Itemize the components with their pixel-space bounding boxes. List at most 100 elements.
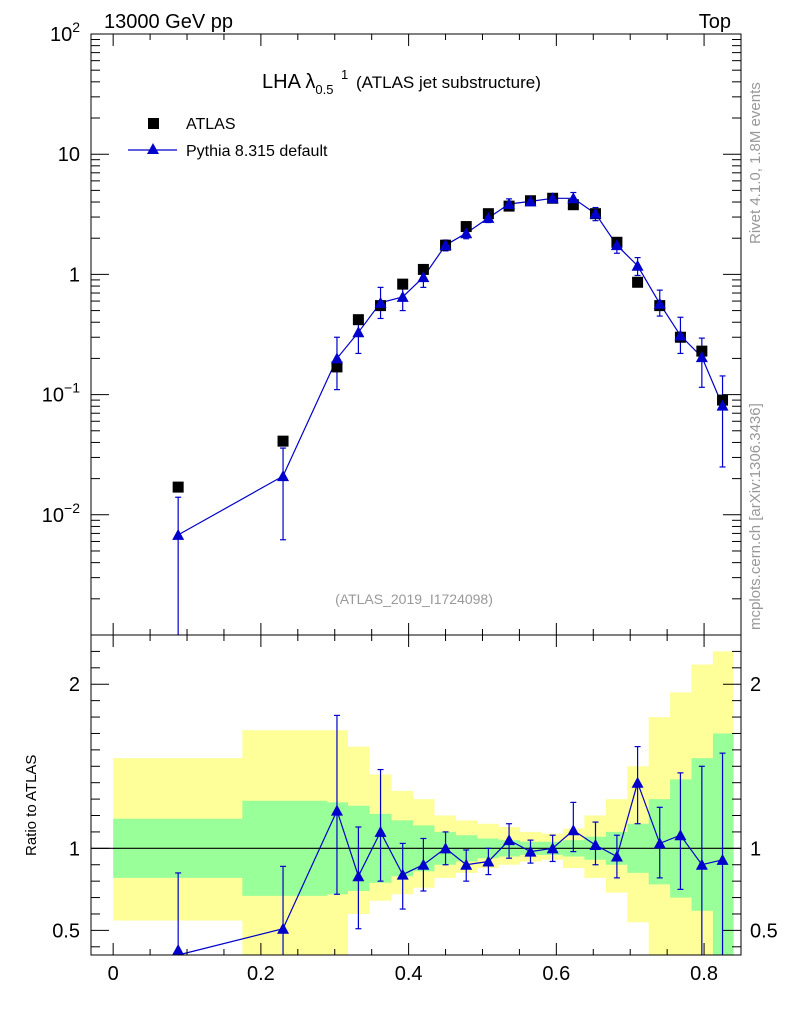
ratio-y-tick-label-left: 2	[69, 674, 80, 696]
uncertainty-band-outer	[113, 651, 734, 955]
ratio-data-point	[589, 839, 602, 851]
x-tick-label: 0.6	[542, 963, 570, 985]
ratio-data-point	[460, 858, 473, 870]
ratio-y-label: Ratio to ATLAS	[23, 755, 40, 856]
pythia-data-point	[546, 192, 559, 204]
legend: ATLAS Pythia 8.315 default	[128, 116, 328, 160]
atlas-data-point	[172, 481, 184, 493]
ratio-data-point	[716, 853, 729, 865]
ratio-data-point	[482, 855, 495, 867]
x-tick-label: 0.8	[690, 963, 718, 985]
legend-pythia-marker	[147, 143, 159, 154]
atlas-data-point	[397, 278, 409, 290]
pythia-data-point	[277, 470, 290, 482]
ratio-data-point	[653, 837, 666, 849]
tick-exponent: −1	[64, 380, 80, 396]
ratio-data-point	[674, 829, 687, 841]
tick-base: 10	[42, 385, 64, 407]
atlas-data-point	[277, 435, 289, 447]
pythia-data-point	[503, 198, 516, 210]
pythia-data-point	[695, 351, 708, 363]
ratio-y-tick-label-right: 2	[750, 674, 761, 696]
analysis-tag: (ATLAS_2019_I1724098)	[335, 591, 493, 607]
ratio-data-point	[695, 858, 708, 870]
atlas-data-point	[331, 361, 343, 373]
pythia-data-point	[589, 207, 602, 219]
ratio-data-point	[417, 858, 430, 870]
title-sub: 0.5	[315, 82, 333, 97]
pythia-data-point	[653, 297, 666, 309]
ratio-data-point	[396, 868, 409, 880]
ratio-data-point	[610, 850, 623, 862]
legend-pythia-label: Pythia 8.315 default	[186, 143, 328, 160]
mcplots-label: mcplots.cern.ch [arXiv:1306.3436]	[747, 403, 764, 630]
ratio-data-point	[374, 825, 387, 837]
atlas-data-point	[567, 199, 579, 211]
ratio-y-tick-label-right: 1	[750, 838, 761, 860]
ratio-data-point	[352, 870, 365, 882]
main-y-tick-label: 1	[69, 264, 80, 286]
ratio-axis-ticks: 0.5 0.5 1 1 2 2 0 0.2 0.4 0.6 0.8	[52, 635, 778, 985]
pythia-data-point	[417, 271, 430, 283]
x-tick-label: 0.4	[395, 963, 423, 985]
pythia-data-point	[482, 211, 495, 223]
pythia-data-point	[439, 239, 452, 251]
atlas-data-point	[352, 314, 364, 326]
atlas-data-point	[417, 263, 429, 275]
main-y-tick-label: 102	[50, 19, 80, 46]
tick-base: 10	[42, 505, 64, 527]
ratio-panel: 0.5 0.5 1 1 2 2 0 0.2 0.4 0.6 0.8 Ratio to ATLAS	[23, 634, 778, 985]
ratio-data-point	[503, 834, 516, 846]
ratio-y-tick-label-left: 0.5	[52, 920, 80, 942]
main-plot-area	[172, 191, 729, 635]
atlas-data-point	[696, 345, 708, 357]
category-label: Top	[699, 11, 731, 33]
tick-exponent: −2	[64, 500, 80, 516]
pythia-data-point	[374, 296, 387, 308]
tick-exponent: 2	[72, 19, 80, 35]
svg-text:LHA λ0.5: LHA λ0.5	[262, 71, 333, 97]
main-title: LHA λ0.5 1 (ATLAS jet substructure)	[262, 67, 541, 97]
x-tick-label: 0	[108, 963, 119, 985]
ratio-data-point	[277, 922, 290, 934]
legend-atlas-label: ATLAS	[186, 116, 236, 133]
ratio-data-point	[330, 804, 343, 816]
pythia-data-point	[330, 352, 343, 364]
title-sup: 1	[341, 67, 348, 82]
ratio-data-point	[631, 776, 644, 788]
atlas-data-point	[460, 221, 472, 233]
pythia-data-point	[567, 192, 580, 204]
ratio-frame	[90, 634, 742, 956]
pythia-data-point	[352, 326, 365, 338]
main-y-tick-label: 10−1	[42, 380, 80, 407]
ratio-y-tick-label-left: 1	[69, 838, 80, 860]
ratio-data-point	[546, 842, 559, 854]
ratio-data-point	[439, 842, 452, 854]
pythia-data-point	[396, 290, 409, 302]
legend-atlas-marker	[148, 118, 159, 129]
pythia-data-point	[172, 528, 185, 540]
pythia-data-point	[610, 239, 623, 251]
title-rest: (ATLAS jet substructure)	[356, 73, 541, 92]
pythia-data-point	[524, 195, 537, 207]
pythia-data-point	[460, 227, 473, 239]
tick-base: 10	[50, 24, 72, 46]
main-y-tick-label: 10	[58, 144, 80, 166]
ratio-data-point	[567, 824, 580, 836]
ratio-y-tick-label-right: 0.5	[750, 920, 778, 942]
pythia-data-point	[674, 329, 687, 341]
ratio-data-point	[524, 845, 537, 857]
energy-label: 13000 GeV pp	[104, 11, 233, 33]
main-y-tick-label: 10−2	[42, 500, 80, 527]
rivet-version-label: Rivet 4.1.0, 1.8M events	[747, 82, 764, 244]
ratio-data-point	[172, 944, 185, 955]
x-tick-label: 0.2	[247, 963, 275, 985]
title-main: LHA λ	[262, 71, 315, 93]
pythia-data-point	[716, 399, 729, 411]
ratio-plot-area	[91, 651, 741, 956]
pythia-data-point	[631, 259, 644, 271]
atlas-data-point	[632, 276, 644, 288]
